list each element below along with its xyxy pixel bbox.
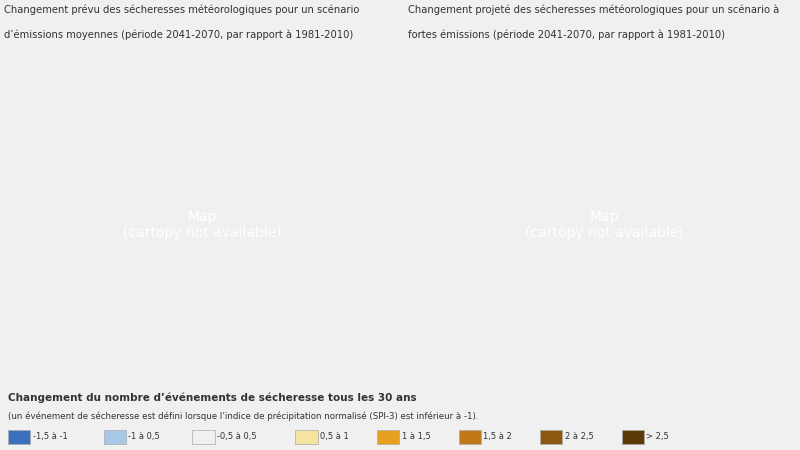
Text: Changement du nombre d’événements de sécheresse tous les 30 ans: Changement du nombre d’événements de séc… xyxy=(8,393,417,403)
FancyBboxPatch shape xyxy=(193,429,214,444)
Text: Changement prévu des sécheresses météorologiques pour un scénario: Changement prévu des sécheresses météoro… xyxy=(4,4,359,15)
Text: 2 à 2,5: 2 à 2,5 xyxy=(565,432,594,441)
Text: -1,5 à -1: -1,5 à -1 xyxy=(33,432,67,441)
Text: -0,5 à 0,5: -0,5 à 0,5 xyxy=(217,432,257,441)
Text: 1 à 1,5: 1 à 1,5 xyxy=(402,432,430,441)
FancyBboxPatch shape xyxy=(540,429,562,444)
FancyBboxPatch shape xyxy=(8,429,30,444)
Text: Map
(cartopy not available): Map (cartopy not available) xyxy=(122,210,282,240)
FancyBboxPatch shape xyxy=(622,429,644,444)
Text: 1,5 à 2: 1,5 à 2 xyxy=(483,432,512,441)
Text: -1 à 0,5: -1 à 0,5 xyxy=(128,432,160,441)
Text: > 2,5: > 2,5 xyxy=(646,432,669,441)
FancyBboxPatch shape xyxy=(104,429,126,444)
Text: d’émissions moyennes (période 2041-2070, par rapport à 1981-2010): d’émissions moyennes (période 2041-2070,… xyxy=(4,29,354,40)
Text: Changement projeté des sécheresses météorologiques pour un scénario à: Changement projeté des sécheresses météo… xyxy=(408,4,779,15)
FancyBboxPatch shape xyxy=(295,429,318,444)
Text: 0,5 à 1: 0,5 à 1 xyxy=(320,432,349,441)
Text: fortes émissions (période 2041-2070, par rapport à 1981-2010): fortes émissions (période 2041-2070, par… xyxy=(408,29,725,40)
FancyBboxPatch shape xyxy=(377,429,399,444)
Text: (un événement de sécheresse est défini lorsque l’indice de précipitation normali: (un événement de sécheresse est défini l… xyxy=(8,412,478,422)
Text: Map
(cartopy not available): Map (cartopy not available) xyxy=(525,210,683,240)
FancyBboxPatch shape xyxy=(458,429,481,444)
